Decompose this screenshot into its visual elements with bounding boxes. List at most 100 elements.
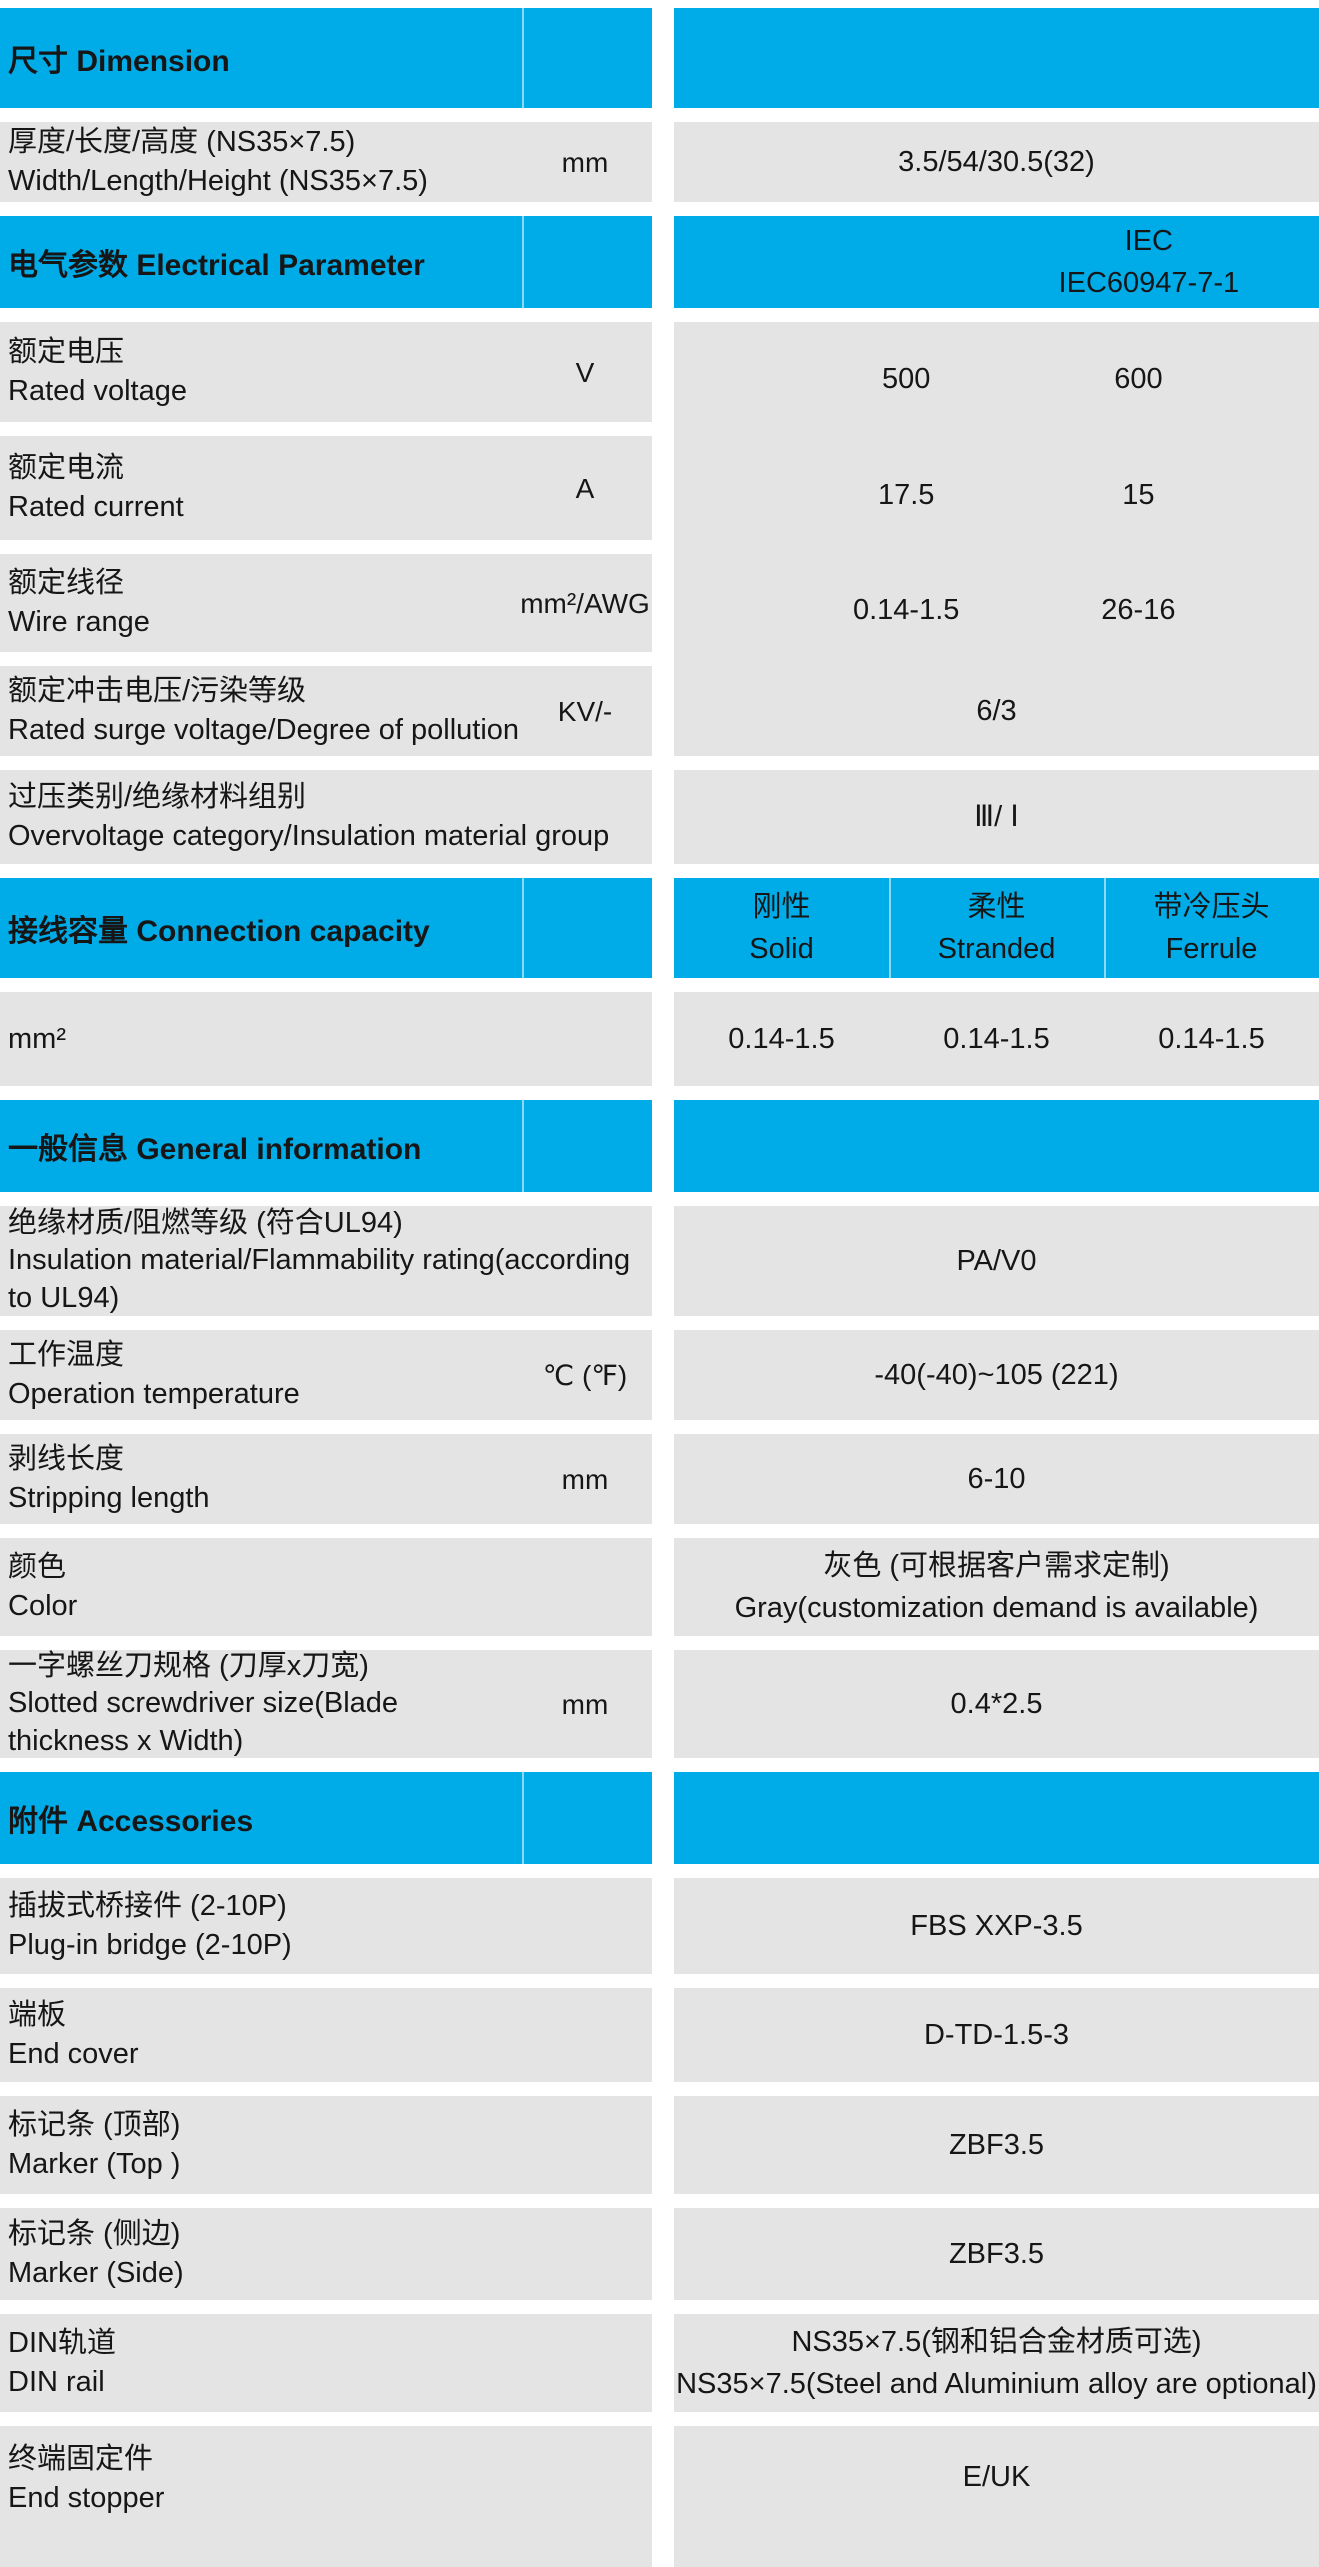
solid-column-header: 刚性 Solid: [749, 890, 814, 965]
end-stopper-row: 终端固定件 End stopper E/UK: [0, 2426, 1319, 2567]
temperature-unit: ℃ (℉): [542, 1359, 628, 1391]
electrical-header-row: 电气参数 Electrical Parameter IEC IEC60947-7…: [0, 216, 1319, 308]
wire-range-values: 0.14-1.5 26-16: [674, 554, 1319, 666]
surge-voltage-value: 6/3: [976, 694, 1017, 727]
ferrule-capacity-value: 0.14-1.5: [1158, 1022, 1265, 1055]
end-cover-label: 端板 End cover: [8, 1999, 139, 2070]
rated-current-label: 额定电流 Rated current: [8, 452, 184, 523]
overvoltage-value: Ⅲ/ Ⅰ: [974, 800, 1019, 833]
temperature-value: -40(-40)~105 (221): [874, 1358, 1119, 1391]
header-cell-divider: [521, 8, 524, 108]
color-value: 灰色 (可根据客户需求定制) Gray(customization demand…: [734, 1549, 1259, 1624]
electrical-labels: 额定电压 Rated voltage V 额定电流 Rated current …: [0, 322, 652, 756]
bridge-value-cell: FBS XXP-3.5: [674, 1878, 1319, 1974]
marker-side-label-cell: 标记条 (侧边) Marker (Side): [0, 2208, 652, 2300]
marker-top-value-cell: ZBF3.5: [674, 2096, 1319, 2194]
end-stopper-value: E/UK: [962, 2461, 1031, 2493]
iec-standard-header: IEC IEC60947-7-1: [1058, 224, 1240, 299]
end-cover-value: D-TD-1.5-3: [923, 2018, 1069, 2051]
temperature-label: 工作温度 Operation temperature: [8, 1339, 300, 1410]
din-rail-value: NS35×7.5(钢和铝合金材质可选) NS35×7.5(Steel and A…: [676, 2325, 1317, 2400]
insulation-label: 绝缘材质/阻燃等级 (符合UL94) Insulation material/F…: [8, 1207, 631, 1314]
dimension-value-cell: 3.5/54/30.5(32): [674, 122, 1319, 202]
screwdriver-label-cell: 一字螺丝刀规格 (刀厚x刀宽) Slotted screwdriver size…: [0, 1650, 652, 1758]
section-header-general-spacer: [674, 1100, 1319, 1192]
rated-current-label-cell: 额定电流 Rated current A: [0, 436, 652, 540]
dimension-header-row: 尺寸 Dimension: [0, 8, 1319, 108]
section-header-electrical: 电气参数 Electrical Parameter: [0, 216, 652, 308]
section-header-connection: 接线容量 Connection capacity: [0, 878, 652, 978]
din-rail-label-cell: DIN轨道 DIN rail: [0, 2314, 652, 2412]
stripping-value: 6-10: [967, 1462, 1026, 1495]
temperature-value-cell: -40(-40)~105 (221): [674, 1330, 1319, 1420]
marker-top-value: ZBF3.5: [948, 2128, 1045, 2161]
general-header-row: 一般信息 General information: [0, 1100, 1319, 1192]
stripping-row: 剥线长度 Stripping length mm 6-10: [0, 1434, 1319, 1524]
overvoltage-label: 过压类别/绝缘材料组别 Overvoltage category/Insulat…: [8, 781, 610, 852]
marker-side-value-cell: ZBF3.5: [674, 2208, 1319, 2300]
section-header-dimension-spacer: [674, 8, 1319, 108]
rated-voltage-ul-value: 600: [1114, 362, 1163, 395]
din-rail-label: DIN轨道 DIN rail: [8, 2327, 116, 2398]
end-stopper-label-cell: 终端固定件 End stopper: [0, 2426, 652, 2567]
connection-columns-header: 刚性 Solid 柔性 Stranded 带冷压头 Ferrule: [674, 878, 1319, 978]
connection-header-row: 接线容量 Connection capacity 刚性 Solid 柔性 Str…: [0, 878, 1319, 978]
bridge-label-cell: 插拔式桥接件 (2-10P) Plug-in bridge (2-10P): [0, 1878, 652, 1974]
screwdriver-row: 一字螺丝刀规格 (刀厚x刀宽) Slotted screwdriver size…: [0, 1650, 1319, 1758]
end-cover-row: 端板 End cover D-TD-1.5-3: [0, 1988, 1319, 2082]
screwdriver-value-cell: 0.4*2.5: [674, 1650, 1319, 1758]
section-header-dimension: 尺寸 Dimension: [0, 8, 652, 108]
color-label-cell: 颜色 Color: [0, 1538, 652, 1636]
marker-top-label-cell: 标记条 (顶部) Marker (Top ): [0, 2096, 652, 2194]
stranded-column-header: 柔性 Stranded: [937, 890, 1056, 965]
rated-current-unit: A: [575, 472, 595, 504]
surge-voltage-label: 额定冲击电压/污染等级 Rated surge voltage/Degree o…: [8, 675, 520, 746]
connection-label-cell: mm²: [0, 992, 652, 1086]
insulation-row: 绝缘材质/阻燃等级 (符合UL94) Insulation material/F…: [0, 1206, 1319, 1316]
electrical-values-cell: 500 600 17.5 15 0.14-1.5 26-16 6/3: [674, 322, 1319, 756]
color-value-cell: 灰色 (可根据客户需求定制) Gray(customization demand…: [674, 1538, 1319, 1636]
insulation-label-cell: 绝缘材质/阻燃等级 (符合UL94) Insulation material/F…: [0, 1206, 652, 1316]
surge-voltage-unit: KV/-: [557, 695, 613, 727]
wire-range-label: 额定线径 Wire range: [8, 567, 150, 638]
overvoltage-value-cell: Ⅲ/ Ⅰ: [674, 770, 1319, 864]
stripping-unit: mm: [561, 1463, 609, 1495]
stripping-label-cell: 剥线长度 Stripping length mm: [0, 1434, 652, 1524]
section-header-general: 一般信息 General information: [0, 1100, 652, 1192]
wire-range-ul-value: 26-16: [1101, 593, 1176, 626]
insulation-value: PA/V0: [956, 1244, 1037, 1277]
rated-current-ul-value: 15: [1122, 478, 1155, 511]
end-cover-value-cell: D-TD-1.5-3: [674, 1988, 1319, 2082]
section-title-dimension: 尺寸 Dimension: [8, 45, 230, 78]
rated-voltage-unit: V: [575, 356, 595, 388]
rated-current-iec-value: 17.5: [877, 478, 935, 511]
din-rail-row: DIN轨道 DIN rail NS35×7.5(钢和铝合金材质可选) NS35×…: [0, 2314, 1319, 2412]
din-rail-value-cell: NS35×7.5(钢和铝合金材质可选) NS35×7.5(Steel and A…: [674, 2314, 1319, 2412]
accessories-header-row: 附件 Accessories: [0, 1772, 1319, 1864]
marker-side-row: 标记条 (侧边) Marker (Side) ZBF3.5: [0, 2208, 1319, 2300]
section-title-accessories: 附件 Accessories: [8, 1805, 254, 1838]
screwdriver-value: 0.4*2.5: [950, 1687, 1043, 1720]
section-header-accessories: 附件 Accessories: [0, 1772, 652, 1864]
marker-side-value: ZBF3.5: [948, 2237, 1045, 2270]
connection-values-cell: 0.14-1.5 0.14-1.5 0.14-1.5: [674, 992, 1319, 1086]
color-row: 颜色 Color 灰色 (可根据客户需求定制) Gray(customizati…: [0, 1538, 1319, 1636]
rated-voltage-label: 额定电压 Rated voltage: [8, 336, 187, 407]
header-cell-divider: [521, 1772, 524, 1864]
wire-range-unit: mm²/AWG: [520, 587, 650, 619]
dimension-label-cell: 厚度/长度/高度 (NS35×7.5) Width/Length/Height …: [0, 122, 652, 202]
screwdriver-unit: mm: [561, 1688, 609, 1720]
insulation-value-cell: PA/V0: [674, 1206, 1319, 1316]
section-header-accessories-spacer: [674, 1772, 1319, 1864]
end-cover-label-cell: 端板 End cover: [0, 1988, 652, 2082]
connection-capacity-row: mm² 0.14-1.5 0.14-1.5 0.14-1.5: [0, 992, 1319, 1086]
header-cell-divider: [1104, 878, 1107, 978]
overvoltage-row: 过压类别/绝缘材料组别 Overvoltage category/Insulat…: [0, 770, 1319, 864]
rated-voltage-label-cell: 额定电压 Rated voltage V: [0, 322, 652, 422]
stranded-capacity-value: 0.14-1.5: [943, 1022, 1050, 1055]
rated-voltage-values: 500 600: [674, 322, 1319, 436]
section-title-connection: 接线容量 Connection capacity: [8, 915, 430, 948]
section-title-general: 一般信息 General information: [8, 1133, 422, 1166]
dimension-row: 厚度/长度/高度 (NS35×7.5) Width/Length/Height …: [0, 122, 1319, 202]
